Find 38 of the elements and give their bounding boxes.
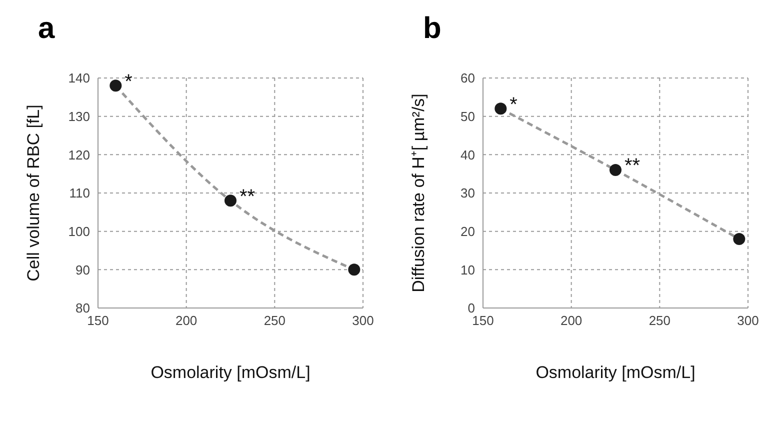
x-tick-label: 300 [352, 313, 374, 328]
x-tick-label: 250 [648, 313, 671, 328]
point [733, 233, 746, 245]
chart-title: b [423, 12, 442, 46]
annotation: * [510, 94, 518, 116]
point [610, 164, 622, 176]
y-axis-title: Cell volume of RBC [fL] [24, 104, 44, 282]
x-axis-title: Osmolarity [mOsm/L] [536, 363, 696, 382]
y-tick-label: 10 [460, 262, 475, 278]
x-tick-label: 300 [737, 313, 759, 328]
y-tick-label: 60 [460, 70, 475, 86]
x-tick-label: 200 [175, 313, 198, 328]
y-tick-label: 100 [68, 224, 90, 239]
x-axis-title: Osmolarity [mOsm/L] [150, 363, 310, 382]
y-tick-label: 30 [460, 186, 475, 201]
y-tick-label: 110 [69, 186, 90, 201]
y-tick-label: 140 [68, 70, 90, 86]
annotation: ** [624, 155, 640, 177]
y-tick-label: 120 [68, 147, 90, 162]
x-tick-label: 150 [472, 313, 494, 328]
y-tick-label: 130 [68, 108, 90, 124]
x-tick-label: 200 [560, 313, 582, 328]
y-tick-label: 40 [460, 147, 475, 162]
y-tick-label: 0 [468, 300, 475, 316]
point [348, 264, 360, 276]
point [224, 194, 236, 207]
y-tick-label: 50 [460, 108, 475, 124]
y-axis-title: Diffusion rate of H⁺[ µm²/s] [409, 94, 428, 292]
chart-title: a [38, 12, 55, 46]
x-tick-label: 250 [264, 313, 286, 328]
y-tick-label: 90 [76, 262, 90, 278]
point [110, 80, 122, 92]
y-tick-label: 80 [76, 300, 90, 316]
y-tick-label: 20 [460, 224, 475, 239]
annotation: * [124, 70, 132, 93]
x-tick-label: 150 [87, 313, 109, 328]
point [494, 102, 507, 115]
annotation: ** [240, 186, 256, 208]
